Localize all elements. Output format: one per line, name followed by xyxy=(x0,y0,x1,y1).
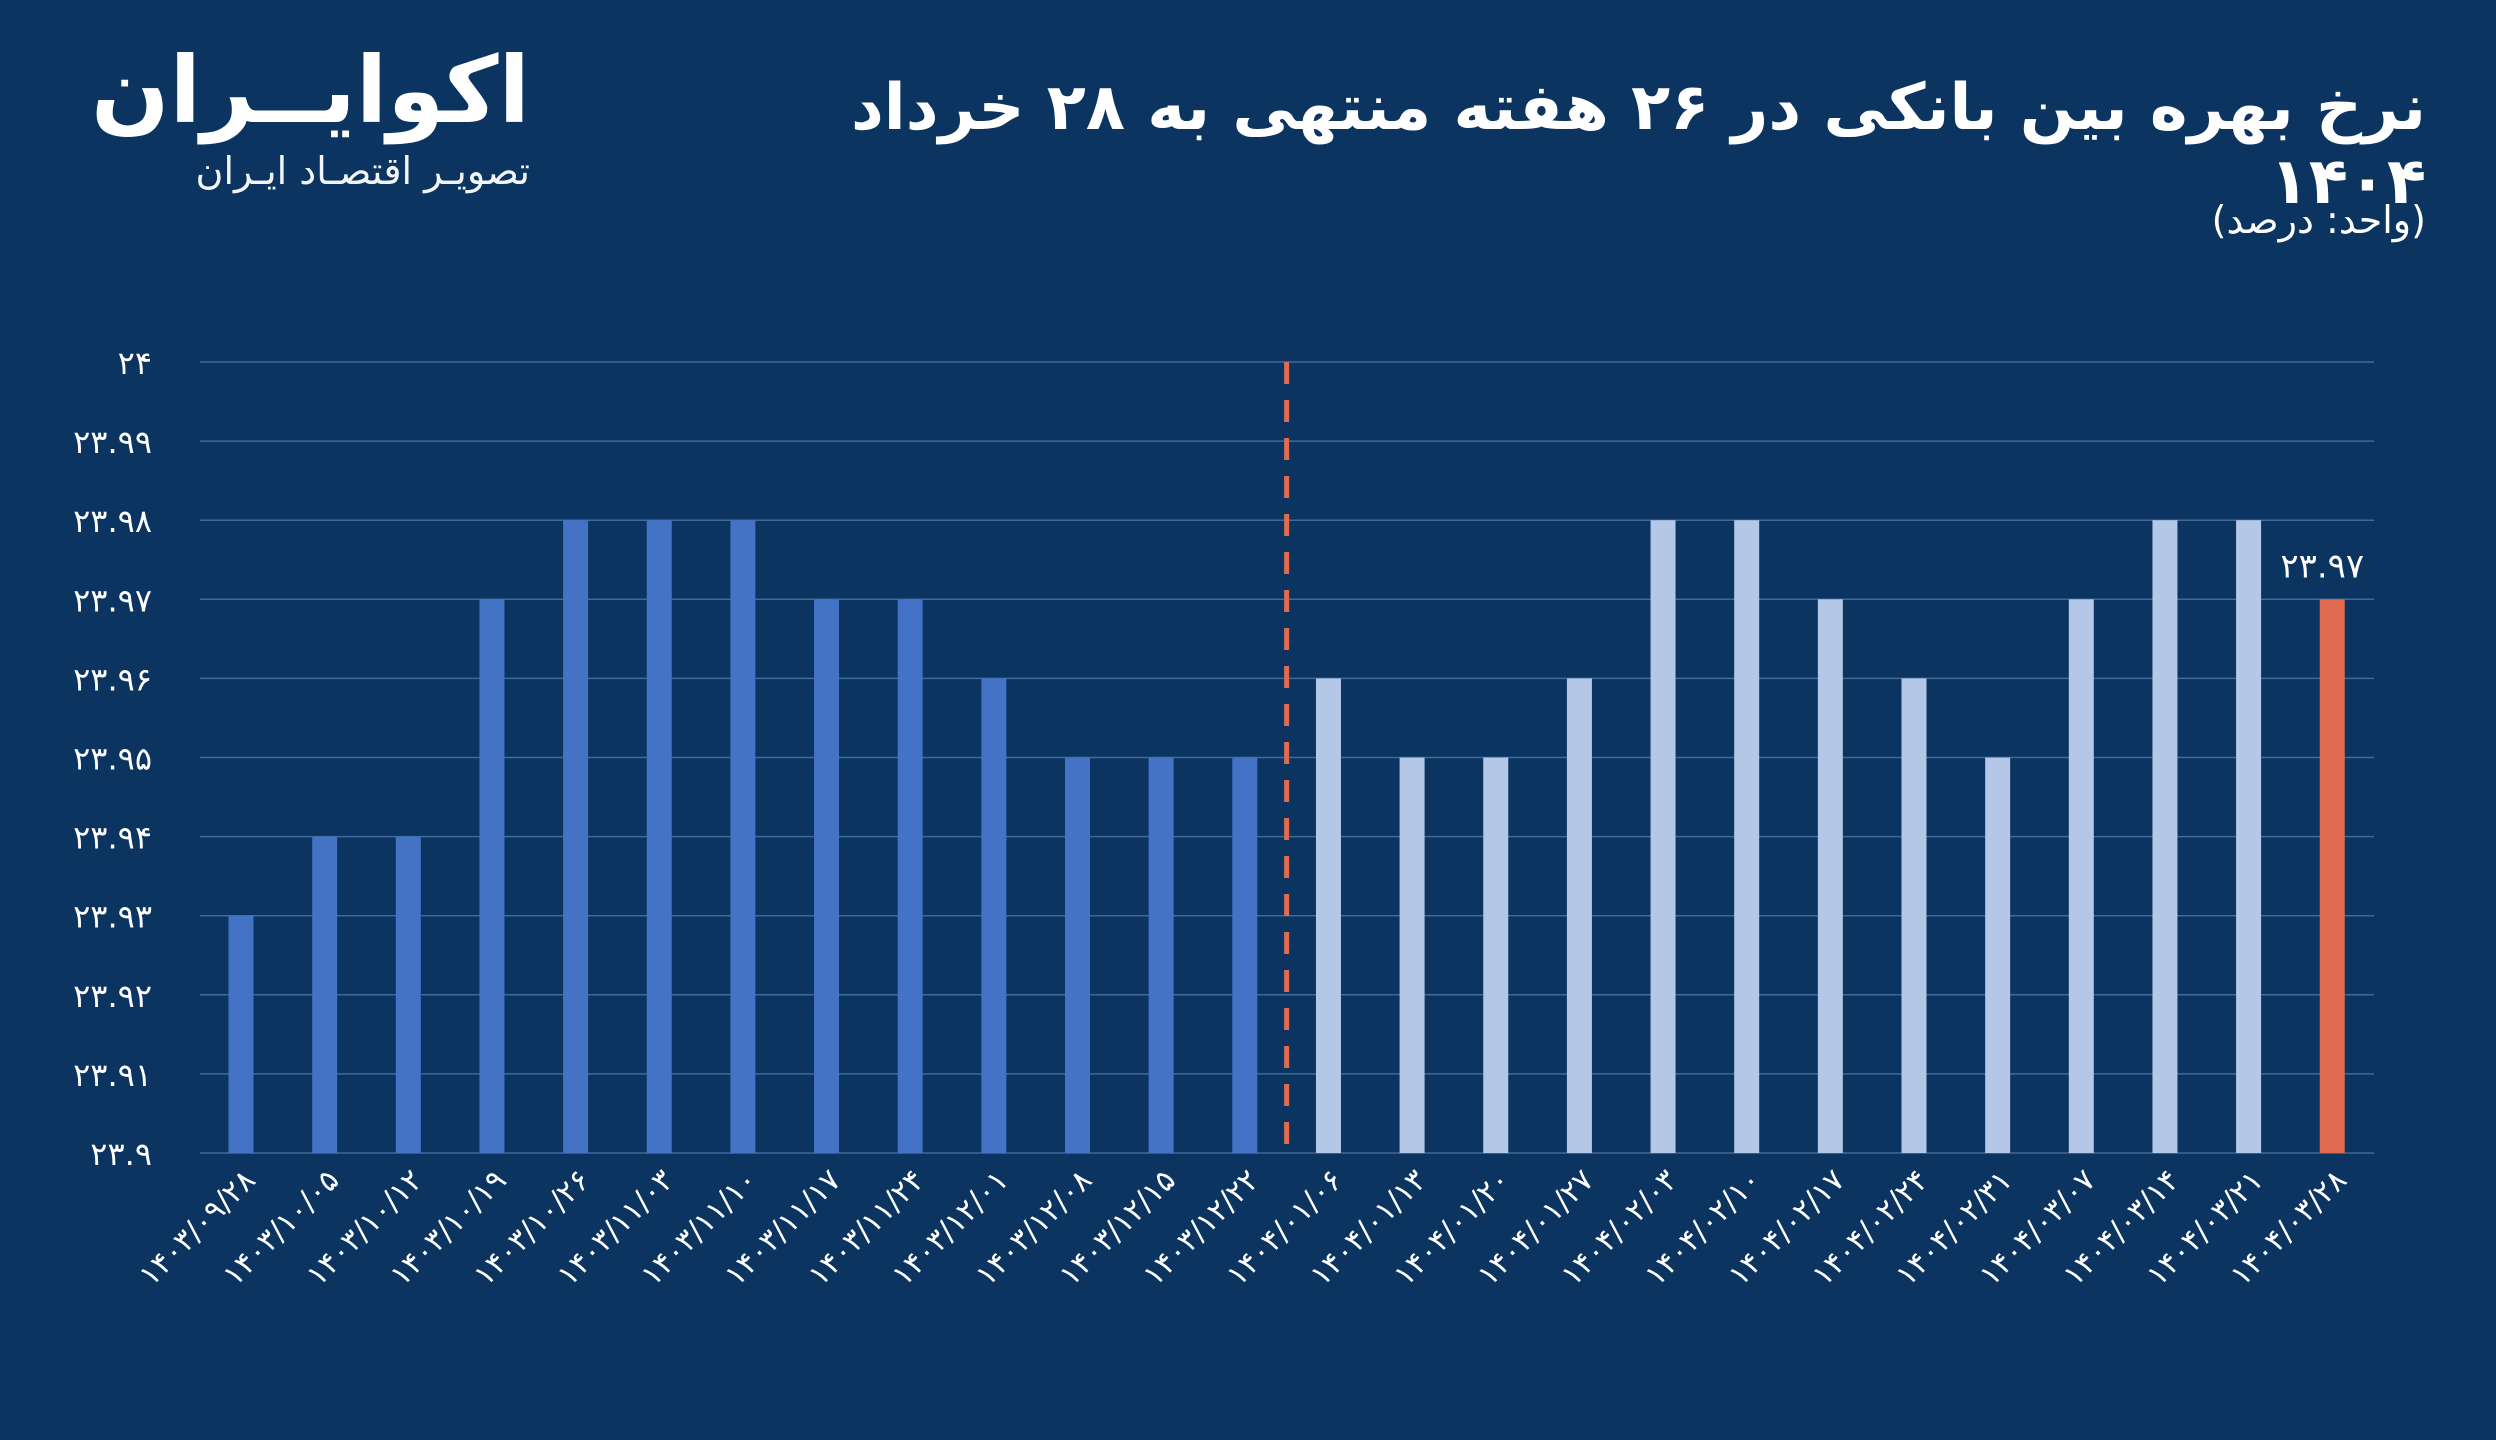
bar xyxy=(2236,520,2262,1153)
y-tick-label: ۲۳.۹ xyxy=(90,1135,152,1173)
bar xyxy=(981,678,1007,1153)
y-tick-label: ۲۳.۹۹ xyxy=(73,423,152,461)
unit-label: (واحد: درصد) xyxy=(2211,198,2426,242)
y-tick-label: ۲۳.۹۵ xyxy=(73,740,152,778)
bar xyxy=(1817,599,1843,1153)
logo-tagline: تصویـر اقتصـاد ایـران xyxy=(195,149,530,194)
y-tick-label: ۲۳.۹۲ xyxy=(73,977,152,1015)
bar xyxy=(1399,757,1425,1153)
y-tick-label: ۲۳.۹۱ xyxy=(73,1056,152,1094)
logo: اکوایــران تصویـر اقتصـاد ایـران xyxy=(70,40,530,195)
bar xyxy=(563,520,589,1153)
bar xyxy=(1650,520,1676,1153)
bar xyxy=(1148,757,1174,1153)
bar xyxy=(228,915,254,1153)
bar xyxy=(1483,757,1509,1153)
y-tick-label: ۲۳.۹۷ xyxy=(73,581,152,619)
bar xyxy=(2068,599,2094,1153)
y-tick-label: ۲۳.۹۶ xyxy=(73,660,152,698)
bar xyxy=(1232,757,1258,1153)
bar xyxy=(1901,678,1927,1153)
bar xyxy=(646,520,672,1153)
bar xyxy=(1985,757,2011,1153)
data-label: ۲۳.۹۷ xyxy=(2280,546,2364,586)
y-tick-label: ۲۴ xyxy=(118,344,152,382)
bar xyxy=(1734,520,1760,1153)
bar xyxy=(730,520,756,1153)
logo-name: اکوایــران xyxy=(91,37,530,144)
bar xyxy=(814,599,840,1153)
y-tick-label: ۲۳.۹۸ xyxy=(73,502,152,540)
y-tick-label: ۲۳.۹۳ xyxy=(73,898,152,936)
bar xyxy=(395,836,421,1153)
bar xyxy=(2152,520,2178,1153)
bar xyxy=(1065,757,1090,1153)
bar xyxy=(2319,599,2345,1153)
y-tick-label: ۲۳.۹۴ xyxy=(73,819,152,857)
bar xyxy=(1315,678,1341,1153)
bar xyxy=(1566,678,1592,1153)
chart-title: نرخ بهره بین بانکی در ۲۶ هفته منتهی به ۲… xyxy=(850,71,2426,219)
bar xyxy=(312,836,338,1153)
bar xyxy=(897,599,923,1153)
bar xyxy=(479,599,505,1153)
